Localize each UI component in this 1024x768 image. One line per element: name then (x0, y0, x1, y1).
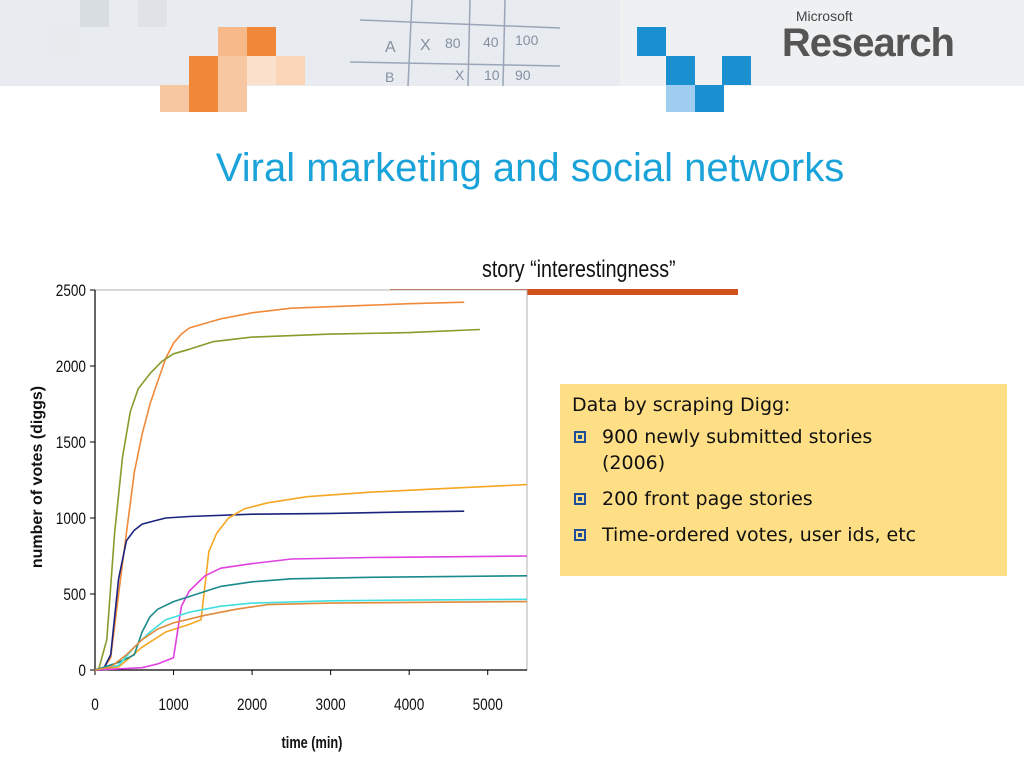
series-line (94, 575, 528, 671)
x-tick-label: 3000 (316, 696, 346, 715)
info-bullet-front-page: 200 front page stories (572, 486, 995, 512)
info-bullet-text: 200 front page stories (602, 488, 813, 510)
square-bullet-icon (574, 431, 586, 443)
square-bullet-icon (574, 529, 586, 541)
series-line (95, 510, 465, 671)
y-tick-label: 500 (63, 586, 86, 605)
logo-microsoft-text: Microsoft (795, 8, 853, 24)
x-tick-label: 2000 (237, 696, 267, 715)
square-bullet-icon (574, 493, 586, 505)
series-line (94, 555, 528, 671)
logo-research-text: Research (781, 21, 955, 65)
info-bullet-text: Time-ordered votes, user ids, etc (602, 524, 917, 546)
series-line (94, 328, 480, 671)
info-bullet-text: 900 newly submitted stories (2006) (602, 426, 873, 474)
svg-text:100: 100 (515, 32, 539, 48)
microsoft-research-logo: Microsoft Research (781, 8, 955, 65)
svg-text:X: X (420, 37, 431, 54)
svg-text:A: A (385, 39, 396, 56)
svg-text:40: 40 (483, 34, 499, 50)
votes-line-chart: 0 500 1000 1500 2000 2500 0 1000 2000 3000 4000 500… (29, 282, 528, 753)
x-tick-label: 1000 (158, 696, 188, 715)
info-bullet-votes: Time-ordered votes, user ids, etc (572, 522, 995, 548)
svg-text:B: B (385, 69, 394, 85)
y-tick-label: 1500 (56, 434, 86, 453)
y-axis-label: number of votes (diggs) (29, 386, 46, 568)
info-bullet-stories: 900 newly submitted stories (2006) (572, 424, 995, 476)
info-heading: Data by scraping Digg: (572, 394, 791, 416)
banner-blue-tiles (637, 27, 751, 112)
y-tick-label: 2500 (56, 282, 86, 301)
slide-title: Viral marketing and social networks (215, 146, 845, 190)
info-box: Data by scraping Digg: 900 newly submitt… (560, 384, 1007, 576)
story-interestingness-label: story “interestingness” (482, 256, 676, 283)
svg-text:90: 90 (515, 67, 531, 83)
series-line (94, 600, 528, 671)
x-tick-label: 4000 (394, 696, 424, 715)
x-axis-label: time (min) (282, 733, 343, 752)
y-tick-label: 0 (78, 662, 86, 681)
svg-text:10: 10 (484, 67, 500, 83)
series-line (94, 301, 465, 671)
whiteboard-sketch: A X 80 40 100 B X 10 90 (349, 0, 561, 87)
story-interestingness-bar (390, 289, 738, 295)
y-tick-label: 2000 (56, 358, 86, 377)
x-tick-label: 0 (91, 696, 99, 715)
series-line (94, 483, 528, 671)
header-banner: A X 80 40 100 B X 10 90 (0, 0, 1024, 112)
plot-area (94, 289, 528, 671)
info-bullet-list: 900 newly submitted stories (2006) 200 f… (572, 424, 995, 548)
svg-text:80: 80 (445, 35, 461, 51)
svg-text:X: X (455, 67, 465, 83)
y-tick-label: 1000 (56, 510, 86, 529)
x-tick-label: 5000 (473, 696, 503, 715)
banner-orange-tiles (50, 0, 305, 112)
